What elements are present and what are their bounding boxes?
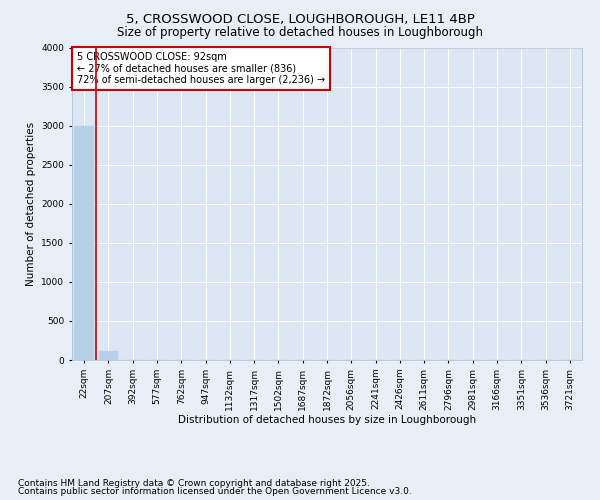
X-axis label: Distribution of detached houses by size in Loughborough: Distribution of detached houses by size … [178,416,476,426]
Y-axis label: Number of detached properties: Number of detached properties [26,122,36,286]
Bar [99,352,118,360]
Text: Contains HM Land Registry data © Crown copyright and database right 2025.: Contains HM Land Registry data © Crown c… [18,478,370,488]
Text: Contains public sector information licensed under the Open Government Licence v3: Contains public sector information licen… [18,487,412,496]
Bar [74,126,94,360]
Text: 5 CROSSWOOD CLOSE: 92sqm
← 27% of detached houses are smaller (836)
72% of semi-: 5 CROSSWOOD CLOSE: 92sqm ← 27% of detach… [77,52,325,86]
Text: 5, CROSSWOOD CLOSE, LOUGHBOROUGH, LE11 4BP: 5, CROSSWOOD CLOSE, LOUGHBOROUGH, LE11 4… [125,12,475,26]
Text: Size of property relative to detached houses in Loughborough: Size of property relative to detached ho… [117,26,483,39]
